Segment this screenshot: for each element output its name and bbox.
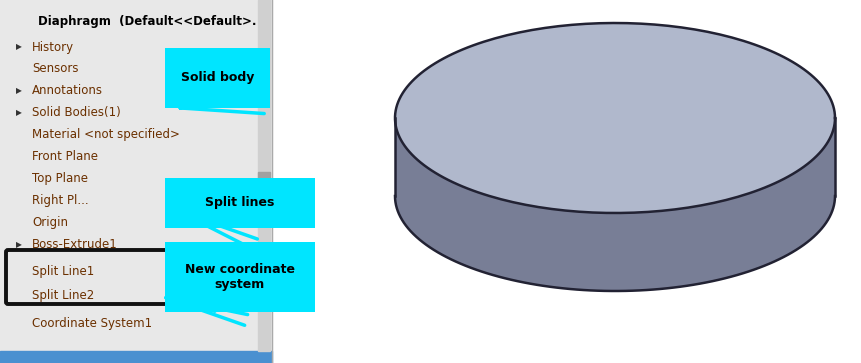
Text: ▶: ▶ [16, 42, 22, 52]
Text: Top Plane: Top Plane [32, 172, 88, 185]
Text: ▶: ▶ [16, 86, 22, 95]
Bar [257, 0, 269, 351]
Bar [0, 351, 271, 363]
Text: Solid body: Solid body [181, 72, 254, 85]
FancyBboxPatch shape [164, 48, 269, 108]
Text: Material <not specified>: Material <not specified> [32, 129, 180, 142]
Text: Split Line1: Split Line1 [32, 265, 94, 277]
Bar [0, 0, 271, 351]
Text: Coordinate System1: Coordinate System1 [32, 317, 152, 330]
FancyBboxPatch shape [164, 242, 314, 312]
Text: ▶: ▶ [16, 109, 22, 118]
Text: Sensors: Sensors [32, 62, 78, 76]
Text: ▶: ▶ [16, 241, 22, 249]
Text: Origin: Origin [32, 216, 68, 229]
Text: New coordinate
system: New coordinate system [185, 263, 294, 291]
Text: Right Pl...: Right Pl... [32, 195, 89, 208]
Text: Annotations: Annotations [32, 85, 102, 98]
Text: Solid Bodies(1): Solid Bodies(1) [32, 106, 121, 119]
Polygon shape [394, 23, 834, 213]
Text: Boss-Extrude1: Boss-Extrude1 [32, 238, 118, 252]
Bar [257, 172, 269, 202]
FancyBboxPatch shape [164, 178, 314, 228]
Text: Front Plane: Front Plane [32, 151, 98, 163]
Text: Split lines: Split lines [205, 196, 275, 209]
Text: Split Line2: Split Line2 [32, 289, 94, 302]
Text: History: History [32, 41, 74, 53]
Text: Diaphragm  (Default<<Default>.: Diaphragm (Default<<Default>. [38, 15, 257, 28]
Polygon shape [394, 118, 834, 291]
